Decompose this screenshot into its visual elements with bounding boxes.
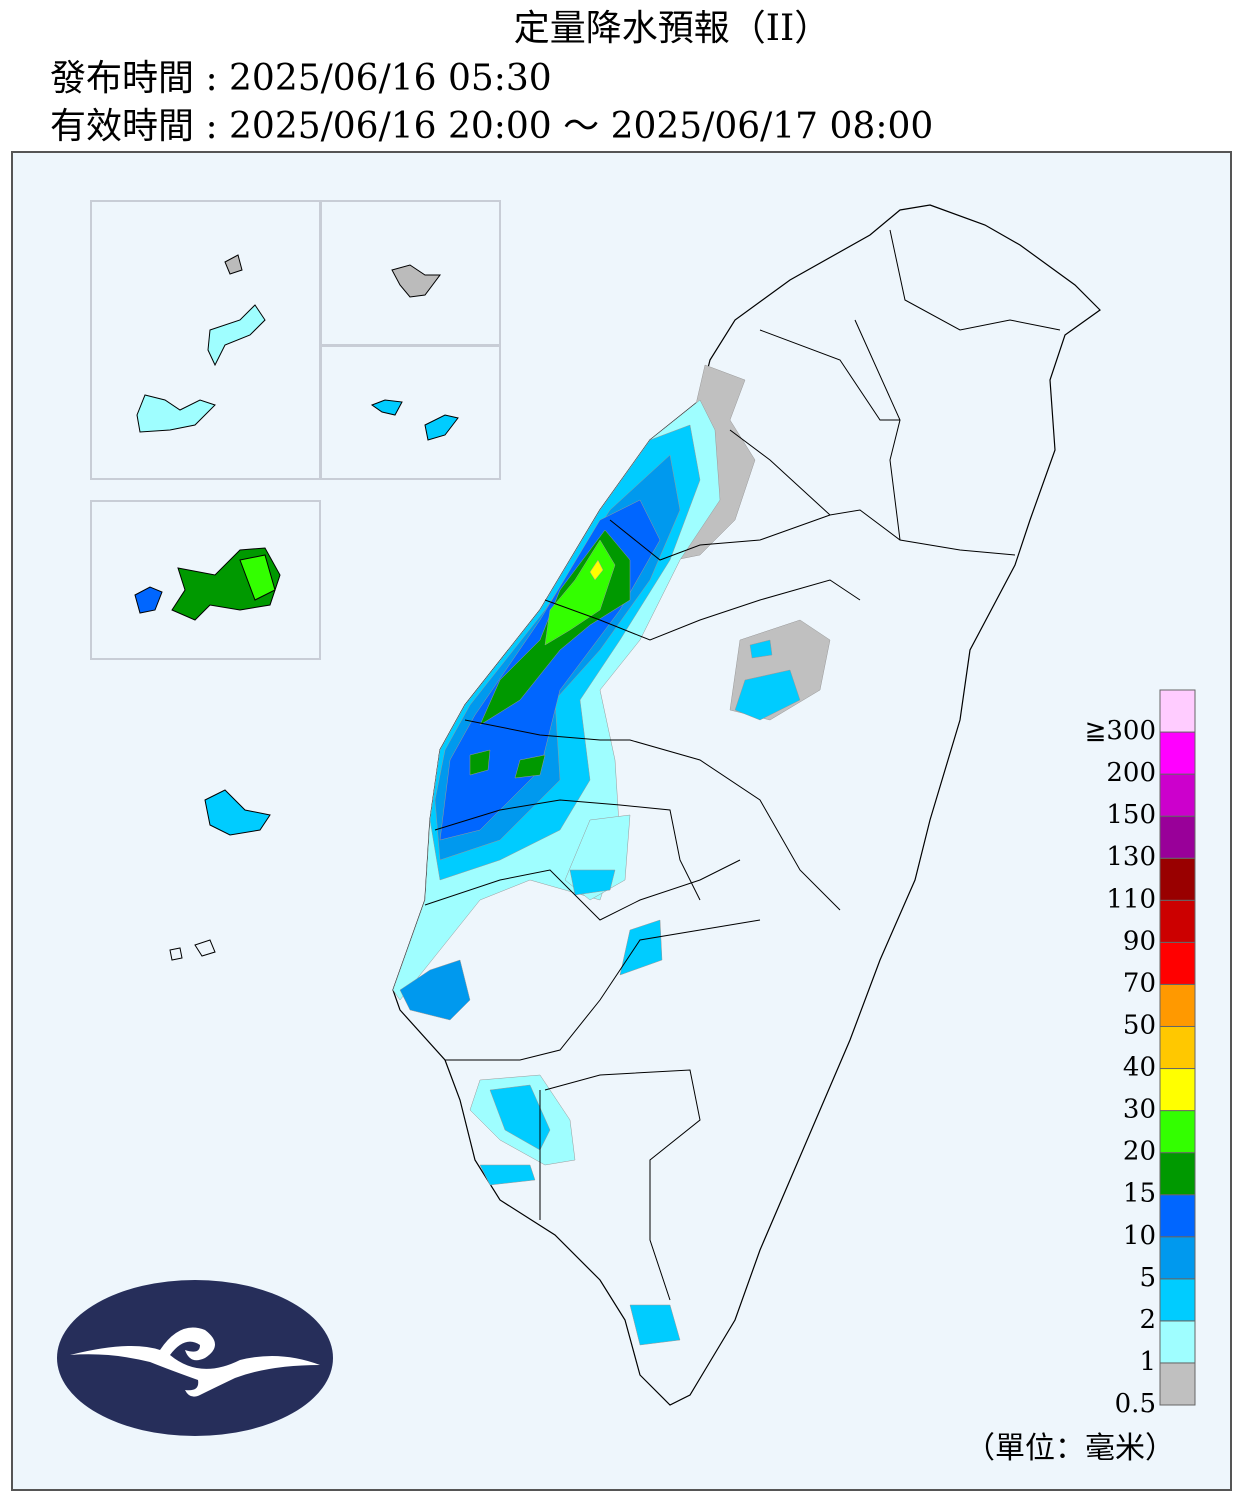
title: 定量降水預報（II） <box>514 8 830 49</box>
legend-label: 130 <box>1106 842 1156 872</box>
logo <box>57 1280 333 1436</box>
legend-swatch <box>1159 1152 1196 1196</box>
legend-label: 50 <box>1123 1010 1156 1040</box>
rain-areas <box>392 364 831 1346</box>
legend-swatch <box>1159 983 1196 1027</box>
legend-swatch <box>1159 815 1196 859</box>
legend-swatch <box>1159 773 1196 817</box>
legend-swatch <box>1159 1110 1196 1154</box>
legend-label: 0.5 <box>1115 1389 1156 1419</box>
issued-time: 發布時間 : 2025/06/16 05:30 <box>50 58 552 99</box>
legend-label: 1 <box>1139 1347 1156 1377</box>
legend-swatch <box>1159 899 1196 943</box>
legend-label: 110 <box>1106 884 1156 914</box>
legend-swatch <box>1159 1362 1196 1406</box>
legend-label: 90 <box>1123 926 1156 956</box>
legend-swatch <box>1159 941 1196 985</box>
legend-label: 2 <box>1139 1305 1156 1335</box>
legend-swatch <box>1159 1320 1196 1364</box>
legend-swatch <box>1159 689 1196 733</box>
legend-swatch <box>1159 731 1196 775</box>
legend-label: 150 <box>1106 800 1156 830</box>
legend: 0.5 1 2 5 10 15 20 30 40 50 70 90 110 130 150 200 ≧300 <box>1085 689 1196 1419</box>
legend-swatch <box>1159 1278 1196 1322</box>
legend-label: 70 <box>1123 968 1156 998</box>
legend-label: 15 <box>1123 1179 1156 1209</box>
county-borders <box>424 229 1061 1301</box>
legend-swatch <box>1159 1236 1196 1280</box>
legend-swatch <box>1159 1068 1196 1112</box>
legend-label: 200 <box>1106 758 1156 788</box>
legend-label: 10 <box>1123 1221 1156 1251</box>
inset-islands <box>134 254 459 961</box>
legend-swatch <box>1159 1194 1196 1238</box>
unit-label: （單位：毫米） <box>965 1431 1175 1466</box>
legend-label: ≧300 <box>1085 716 1156 746</box>
legend-label: 5 <box>1139 1263 1156 1293</box>
valid-time: 有效時間 : 2025/06/16 20:00 ～ 2025/06/17 08:… <box>50 106 933 147</box>
legend-label: 40 <box>1123 1053 1156 1083</box>
legend-swatch <box>1159 857 1196 901</box>
legend-swatch <box>1159 1025 1196 1070</box>
legend-label: 30 <box>1123 1095 1156 1125</box>
legend-label: 20 <box>1123 1137 1156 1167</box>
insets <box>90 200 501 660</box>
